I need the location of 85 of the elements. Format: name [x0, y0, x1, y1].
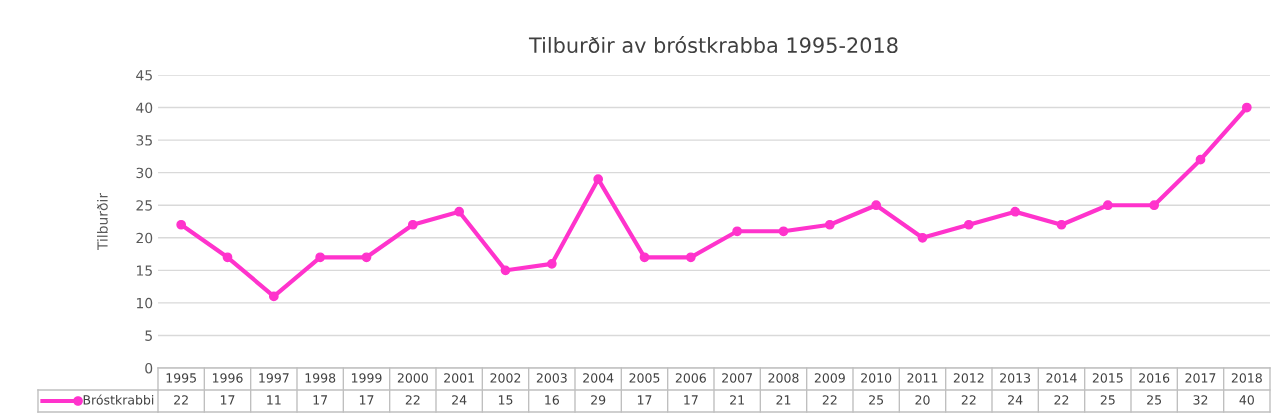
y-axis-title: Tilburðir	[97, 192, 108, 251]
x-tick-label: 1995	[166, 373, 196, 383]
x-tick-label: 2006	[675, 373, 706, 383]
x-tick-label: 2005	[629, 373, 660, 383]
point	[1149, 200, 1160, 211]
point	[1056, 219, 1067, 230]
y-tick-label: 30	[136, 167, 153, 179]
data-label: 24	[452, 395, 467, 405]
data-label: 29	[591, 395, 606, 405]
x-tick-label: 2007	[722, 373, 752, 383]
chart-title: Tilburðir av bróstkrabba 1995-2018	[528, 36, 898, 54]
x-tick-label: 1999	[351, 373, 382, 383]
x-tick-label: 2008	[768, 373, 799, 383]
data-label: 15	[498, 395, 513, 405]
data-label: 17	[684, 395, 698, 405]
point	[1195, 154, 1206, 165]
point	[361, 252, 372, 263]
point	[176, 219, 187, 230]
x-tick-label: 2014	[1046, 373, 1077, 383]
y-tick-label: 20	[136, 232, 153, 244]
x-tick-label: 2003	[536, 373, 567, 383]
y-tick-label: 45	[136, 70, 152, 81]
point	[593, 174, 604, 185]
x-tick-label: 2004	[583, 373, 614, 383]
x-tick-label: 2017	[1185, 373, 1216, 383]
y-tick-label: 40	[136, 102, 153, 114]
x-tick-label: 2000	[397, 373, 428, 383]
data-label: 22	[1054, 395, 1069, 405]
data-label: 17	[637, 395, 652, 405]
point	[546, 258, 557, 269]
point	[639, 252, 650, 263]
data-label: 22	[174, 395, 188, 405]
data-label: 17	[313, 395, 328, 405]
y-tick-label: 0	[145, 362, 153, 374]
data-label: 22	[405, 395, 420, 405]
y-tick-label: 25	[136, 200, 152, 211]
x-tick-label: 2015	[1092, 373, 1123, 383]
point	[454, 206, 465, 217]
x-tick-label: 2002	[490, 373, 521, 383]
point	[1241, 102, 1252, 113]
x-tick-label: 1998	[305, 373, 336, 383]
legend-label: Bróstkrabbi	[83, 394, 154, 405]
point	[222, 252, 233, 263]
x-tick-label: 2010	[861, 373, 892, 383]
point	[778, 226, 789, 237]
data-label: 20	[915, 395, 930, 405]
data-label: 17	[359, 395, 374, 405]
x-tick-label: 2016	[1139, 373, 1170, 383]
x-tick-label: 1996	[212, 373, 243, 383]
point	[1102, 200, 1113, 211]
data-label: 24	[1008, 395, 1023, 405]
point	[1010, 206, 1021, 217]
point	[685, 252, 696, 263]
data-label: 17	[220, 395, 235, 405]
x-tick-label: 2001	[444, 373, 474, 383]
data-label: 25	[1147, 395, 1162, 405]
point	[871, 200, 882, 211]
point	[824, 219, 835, 230]
x-tick-label: 2011	[907, 373, 938, 383]
x-tick-label: 2009	[814, 373, 845, 383]
data-label: 22	[822, 395, 837, 405]
x-tick-label: 2012	[953, 373, 984, 383]
data-label: 25	[869, 395, 884, 405]
y-tick-label: 35	[136, 135, 152, 146]
point	[315, 252, 326, 263]
data-label: 11	[267, 395, 281, 405]
x-tick-label: 2013	[1000, 373, 1031, 383]
point	[732, 226, 743, 237]
data-label: 25	[1100, 395, 1115, 405]
point	[917, 232, 928, 243]
data-label: 40	[1239, 395, 1254, 405]
point	[407, 219, 418, 230]
x-tick-label: 1997	[259, 373, 289, 383]
y-tick-label: 10	[136, 297, 153, 309]
data-label: 22	[961, 395, 976, 405]
data-label: 21	[776, 395, 791, 405]
point	[500, 265, 511, 276]
data-label: 32	[1193, 395, 1208, 405]
point	[963, 219, 974, 230]
point	[268, 291, 279, 302]
data-label: 16	[545, 395, 559, 405]
data-label: 21	[730, 395, 744, 405]
x-tick-label: 2018	[1231, 373, 1262, 383]
y-tick-label: 5	[145, 330, 152, 341]
y-tick-label: 15	[136, 265, 152, 276]
